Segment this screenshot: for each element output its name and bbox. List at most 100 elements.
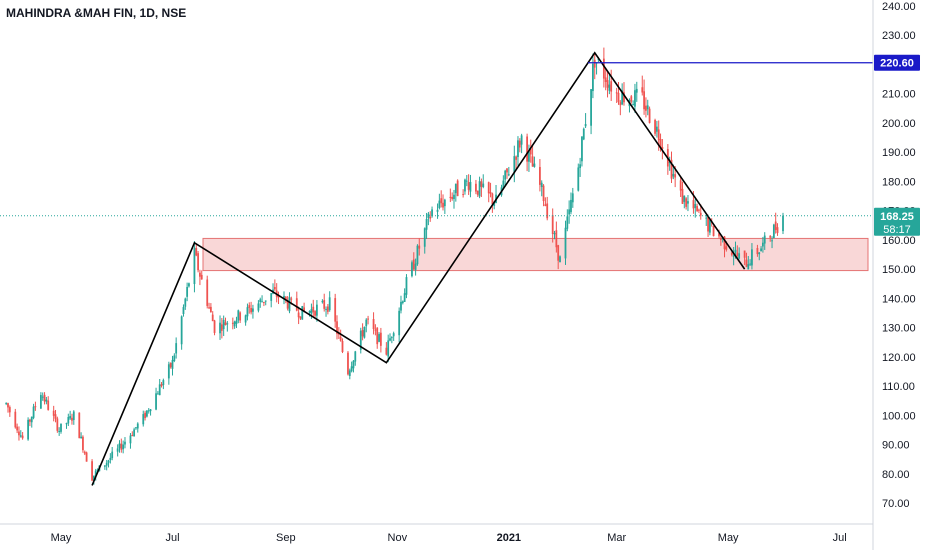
candle-body (725, 246, 728, 250)
candle (262, 301, 265, 307)
candle (745, 252, 748, 268)
candle-body (705, 217, 708, 219)
candle-body (438, 200, 441, 209)
candle (464, 178, 466, 195)
price-axis[interactable]: 240.00230.00220.00210.00200.00190.00180.… (882, 1, 916, 510)
candle-body (273, 287, 276, 290)
candle-body (493, 203, 496, 206)
time-tick-label: May (718, 532, 739, 544)
candle-body (476, 190, 479, 195)
candle-body (58, 430, 61, 432)
candle-body (367, 318, 369, 320)
candle (518, 138, 521, 153)
candle (730, 251, 733, 257)
candle-body (120, 443, 123, 450)
candle (403, 288, 406, 303)
candle-body (681, 188, 684, 204)
support-zone[interactable] (202, 237, 869, 272)
candle (220, 318, 223, 339)
candle-body (449, 196, 452, 198)
candle (566, 209, 569, 232)
candle (14, 408, 17, 429)
candle-body (39, 394, 42, 409)
candle-body (193, 247, 196, 285)
candle-body (182, 307, 185, 314)
candle-body (5, 402, 8, 404)
candle-body (78, 412, 81, 439)
candle (641, 75, 644, 96)
candle-body (339, 336, 342, 341)
candle-last (782, 212, 784, 235)
time-tick-label: Mar (607, 532, 626, 544)
candle (687, 194, 689, 212)
candle (411, 260, 413, 278)
candle-body (635, 88, 638, 93)
candle-body (213, 320, 216, 333)
candle (226, 321, 229, 332)
candle (78, 412, 81, 439)
price-tick-label: 200.00 (882, 118, 916, 130)
candle (590, 89, 592, 135)
candle (250, 301, 252, 315)
candle-body (431, 209, 433, 217)
candle (763, 232, 766, 250)
candle-body (557, 245, 560, 261)
candle (275, 283, 278, 303)
candle-body (579, 164, 582, 169)
zigzag-trendline[interactable] (91, 51, 746, 486)
candle (379, 327, 382, 353)
candle-body (454, 183, 457, 194)
candle-body (610, 81, 613, 92)
candle-body (352, 360, 355, 369)
candle-body (195, 248, 198, 256)
candle (425, 212, 428, 239)
candle-body (135, 427, 137, 429)
candle-body (776, 227, 779, 233)
price-tick-label: 130.00 (882, 323, 916, 335)
candle-body (646, 105, 649, 110)
candle-body (584, 124, 587, 127)
candle-body (361, 330, 364, 337)
candle (531, 145, 534, 167)
candle-body (414, 263, 417, 270)
candle-body (475, 183, 477, 192)
candle (646, 99, 649, 116)
candle (654, 118, 656, 137)
candle (326, 304, 329, 315)
candle-body (641, 87, 644, 93)
candle-body (401, 301, 404, 303)
candle (155, 387, 157, 411)
candle-body (389, 338, 391, 341)
candle (350, 361, 353, 373)
candle (361, 323, 364, 341)
time-tick-label: May (51, 532, 72, 544)
candle (698, 208, 700, 213)
candle (83, 450, 86, 456)
candle-body (771, 240, 773, 242)
candle-body (83, 451, 86, 454)
time-axis[interactable]: May Jul Sep Nov 2021 Mar May Jul (51, 532, 847, 544)
candle (621, 83, 624, 106)
candle-body (718, 233, 720, 237)
candle (147, 408, 150, 414)
last-price-label: 168.25 (880, 211, 914, 223)
candle (348, 368, 351, 380)
candle-body (173, 355, 176, 361)
candle-body (288, 297, 291, 312)
candle-body (648, 108, 651, 123)
candle-body (261, 301, 263, 303)
candle-body (144, 412, 146, 419)
candle-body (416, 245, 419, 265)
candle-body (155, 393, 157, 410)
candle-body (507, 174, 510, 176)
candle-body (18, 431, 20, 436)
candle (56, 416, 59, 433)
candle-body (284, 296, 287, 300)
candle-body (147, 410, 150, 412)
candle (283, 291, 285, 305)
candle (124, 437, 126, 449)
candle-body (103, 465, 106, 467)
candle-body (592, 63, 594, 92)
candle (478, 176, 481, 199)
